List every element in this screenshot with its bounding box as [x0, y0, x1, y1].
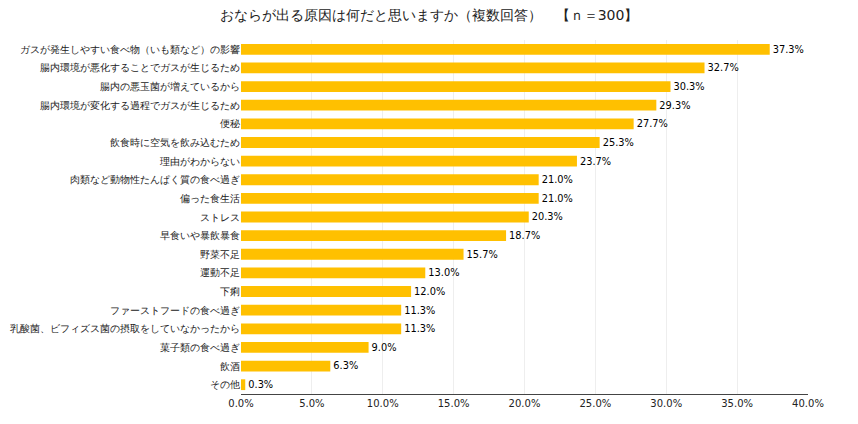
svg-text:偏った食生活: 偏った食生活 — [180, 193, 240, 204]
svg-text:25.3%: 25.3% — [603, 137, 634, 148]
svg-text:12.0%: 12.0% — [414, 286, 445, 297]
svg-text:菓子類の食べ過ぎ: 菓子類の食べ過ぎ — [160, 342, 240, 353]
svg-text:11.3%: 11.3% — [404, 305, 435, 316]
svg-text:15.0%: 15.0% — [438, 398, 470, 409]
svg-text:0.0%: 0.0% — [228, 398, 253, 409]
svg-text:飲酒: 飲酒 — [220, 361, 240, 372]
svg-text:40.0%: 40.0% — [792, 398, 824, 409]
svg-text:便秘: 便秘 — [220, 118, 240, 129]
svg-text:下痢: 下痢 — [220, 286, 240, 297]
svg-text:30.0%: 30.0% — [650, 398, 682, 409]
svg-text:13.0%: 13.0% — [428, 267, 459, 278]
svg-text:運動不足: 運動不足 — [200, 267, 240, 278]
svg-text:腸内環境が変化する過程でガスが生じるため: 腸内環境が変化する過程でガスが生じるため — [40, 100, 240, 111]
svg-text:20.0%: 20.0% — [509, 398, 541, 409]
svg-text:飲食時に空気を飲み込むため: 飲食時に空気を飲み込むため — [110, 137, 240, 148]
svg-text:30.3%: 30.3% — [674, 81, 705, 92]
svg-text:0.3%: 0.3% — [248, 379, 273, 390]
svg-text:9.0%: 9.0% — [372, 342, 397, 353]
svg-text:6.3%: 6.3% — [333, 360, 358, 371]
svg-text:25.0%: 25.0% — [579, 398, 611, 409]
svg-text:ガスが発生しやすい食べ物（いも類など）の影響: ガスが発生しやすい食べ物（いも類など）の影響 — [20, 44, 240, 55]
svg-text:29.3%: 29.3% — [659, 100, 690, 111]
svg-text:5.0%: 5.0% — [299, 398, 324, 409]
svg-text:21.0%: 21.0% — [542, 193, 573, 204]
svg-text:腸内の悪玉菌が増えているから: 腸内の悪玉菌が増えているから — [100, 81, 240, 92]
svg-text:10.0%: 10.0% — [367, 398, 399, 409]
svg-text:肉類など動物性たんぱく質の食べ過ぎ: 肉類など動物性たんぱく質の食べ過ぎ — [70, 174, 240, 185]
svg-text:15.7%: 15.7% — [467, 249, 498, 260]
svg-text:ファーストフードの食べ過ぎ: ファーストフードの食べ過ぎ — [110, 305, 240, 316]
svg-text:その他: その他 — [210, 379, 240, 390]
svg-text:おならが出る原因は何だと思いますか（複数回答） 【ｎ＝300: おならが出る原因は何だと思いますか（複数回答） 【ｎ＝300】 — [220, 7, 639, 23]
svg-text:野菜不足: 野菜不足 — [200, 249, 240, 260]
svg-text:21.0%: 21.0% — [542, 174, 573, 185]
svg-text:早食いや暴飲暴食: 早食いや暴飲暴食 — [160, 230, 240, 241]
svg-text:32.7%: 32.7% — [708, 62, 739, 73]
svg-text:11.3%: 11.3% — [404, 323, 435, 334]
svg-text:20.3%: 20.3% — [532, 211, 563, 222]
svg-text:23.7%: 23.7% — [580, 156, 611, 167]
svg-text:27.7%: 27.7% — [637, 118, 668, 129]
svg-text:35.0%: 35.0% — [721, 398, 753, 409]
svg-text:腸内環境が悪化することでガスが生じるため: 腸内環境が悪化することでガスが生じるため — [40, 62, 240, 73]
svg-text:ストレス: ストレス — [200, 212, 240, 223]
svg-text:乳酸菌、ビフィズス菌の摂取をしていなかったから: 乳酸菌、ビフィズス菌の摂取をしていなかったから — [10, 323, 240, 334]
svg-text:理由がわからない: 理由がわからない — [160, 156, 240, 167]
svg-text:37.3%: 37.3% — [773, 44, 804, 55]
svg-text:18.7%: 18.7% — [509, 230, 540, 241]
